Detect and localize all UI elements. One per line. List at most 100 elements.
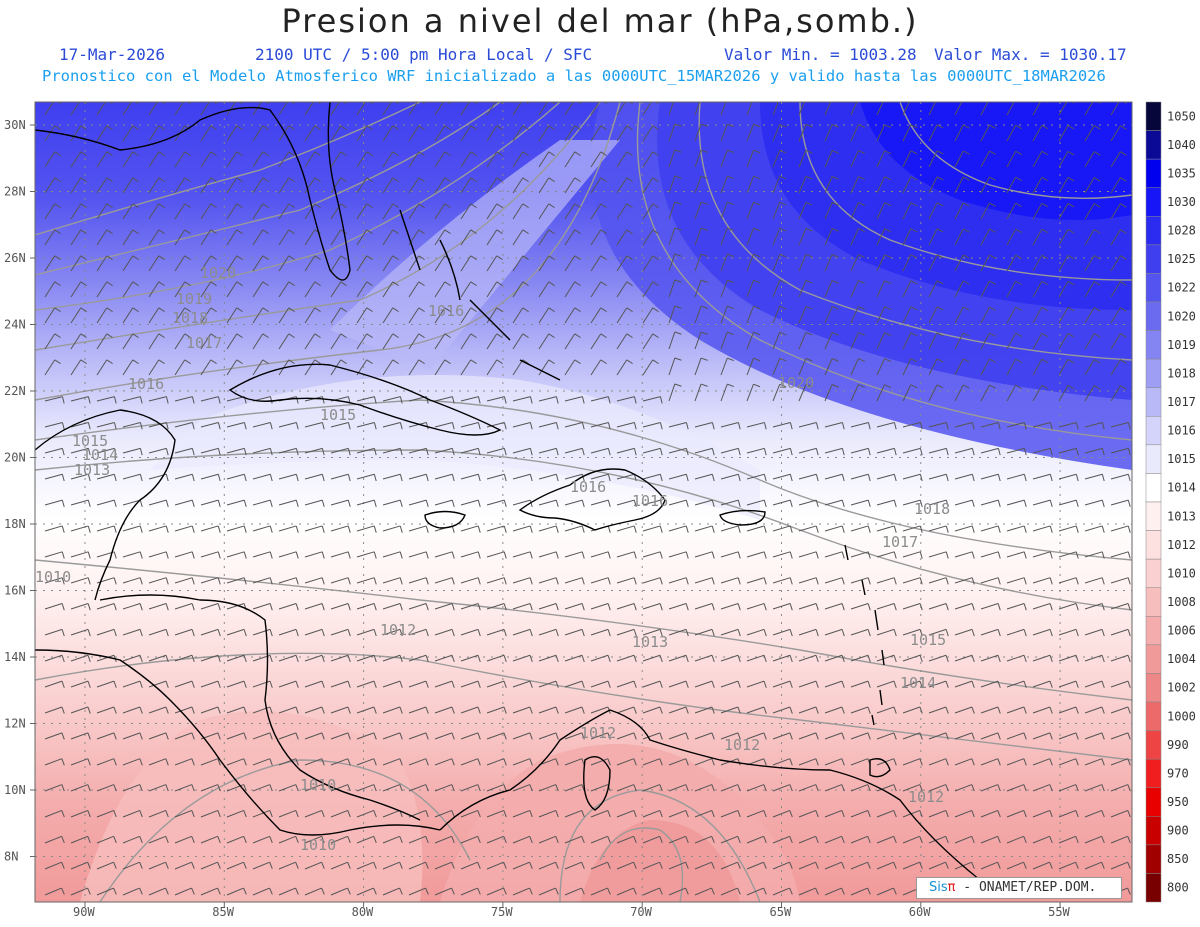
wind-barb — [434, 125, 451, 142]
wind-barb — [512, 861, 533, 870]
wind-barb — [824, 447, 845, 456]
latitude-label: 18N — [4, 517, 26, 531]
wind-barb — [850, 280, 865, 298]
wind-barb — [1006, 228, 1023, 246]
wind-barb — [902, 228, 918, 246]
wind-barb — [876, 254, 892, 272]
wind-barb — [980, 706, 1001, 714]
wind-barb — [720, 706, 741, 714]
wind-barb — [174, 229, 191, 246]
wind-barb — [460, 835, 481, 844]
wind-barb — [850, 150, 865, 168]
wind-barb — [668, 680, 689, 688]
wind-barb — [330, 628, 351, 637]
wind-barb — [902, 835, 923, 844]
wind-barb — [616, 835, 637, 844]
wind-barb — [278, 307, 295, 324]
wind-barb — [174, 307, 191, 324]
wind-barb — [226, 784, 247, 792]
wind-barb — [1110, 628, 1131, 637]
wind-barb — [1058, 706, 1079, 714]
wind-barb — [772, 809, 793, 818]
wind-barb — [122, 422, 143, 430]
wind-barb — [564, 229, 581, 246]
wind-barb — [330, 499, 351, 507]
wind-barb — [850, 102, 858, 116]
wind-barb — [252, 551, 273, 559]
wind-barb — [1110, 784, 1131, 792]
wind-barb — [824, 758, 845, 766]
wind-barb — [70, 577, 91, 585]
wind-barb — [876, 603, 897, 611]
wind-barb — [850, 254, 865, 272]
wind-barb — [460, 359, 477, 376]
wind-barb — [382, 307, 399, 324]
coastlines — [35, 102, 981, 881]
trinidad — [869, 758, 891, 778]
wind-barb — [902, 447, 923, 456]
wind-barb — [642, 654, 663, 663]
wind-barb — [122, 499, 143, 507]
wind-barb — [720, 654, 741, 663]
wind-barb — [954, 784, 975, 792]
colorbar-label: 1022 — [1167, 281, 1196, 295]
wind-barb — [876, 784, 897, 792]
wind-barb — [434, 333, 451, 350]
wind-barb — [642, 359, 659, 376]
wind-barb — [954, 332, 970, 350]
wind-barb — [408, 732, 429, 740]
wind-barb — [928, 835, 949, 844]
wind-barb — [798, 123, 813, 142]
wind-barb — [70, 229, 87, 246]
wind-barb — [850, 861, 871, 870]
wind-barb — [590, 654, 611, 663]
wind-barb — [356, 125, 373, 142]
wind-barb — [278, 784, 299, 792]
wind-barb — [278, 255, 295, 272]
colorbar-swatch — [1145, 244, 1162, 274]
wind-barb — [954, 706, 975, 714]
wind-barb — [720, 102, 727, 116]
wind-barb — [304, 603, 325, 611]
wind-barb — [96, 628, 117, 637]
wind-barb — [928, 447, 949, 456]
wind-barb — [1006, 254, 1023, 272]
wind-barb — [1006, 654, 1027, 663]
wind-barb — [252, 706, 273, 714]
wind-barb — [304, 203, 321, 220]
wind-barb — [1110, 758, 1131, 766]
wind-barb — [148, 603, 169, 611]
cuba — [228, 363, 502, 436]
wind-barb — [486, 255, 503, 272]
wind-barb — [928, 525, 949, 533]
wind-barb — [96, 732, 117, 740]
wind-barb — [96, 396, 117, 404]
wind-barb — [1006, 332, 1023, 350]
wind-barb — [486, 835, 507, 844]
wind-barb — [44, 758, 65, 766]
wind-barb — [382, 333, 399, 350]
wind-barb — [616, 784, 637, 792]
wind-barb — [980, 332, 996, 350]
contour-label: 1020 — [200, 264, 236, 282]
wind-barb — [1058, 124, 1075, 142]
colorbar-swatch — [1145, 644, 1162, 674]
contour-label: 1015 — [72, 432, 108, 450]
wind-barb — [1110, 203, 1127, 220]
wind-barb — [70, 861, 91, 870]
wind-barb — [590, 447, 611, 456]
wind-barb — [252, 229, 269, 246]
wind-barb — [70, 628, 91, 637]
wind-barb — [772, 253, 787, 272]
colorbar-swatch — [1145, 387, 1162, 417]
wind-barb — [798, 603, 819, 611]
wind-barb — [486, 396, 507, 404]
wind-barb — [668, 175, 682, 194]
wind-barb — [746, 175, 761, 194]
wind-barb — [1006, 861, 1027, 870]
wind-barb — [486, 680, 507, 688]
contour-label: 1012 — [908, 788, 944, 806]
wind-barb — [174, 203, 191, 220]
wind-barb — [1032, 332, 1049, 350]
wind-barb — [460, 396, 481, 404]
